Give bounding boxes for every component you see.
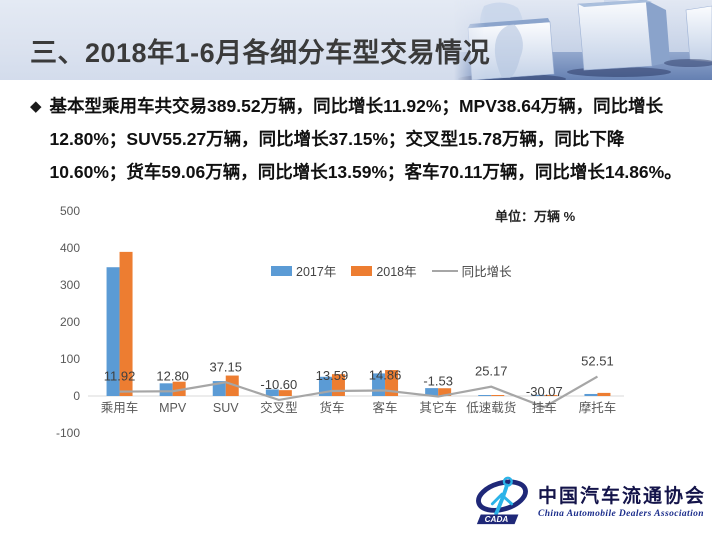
- bar-2018年-交叉型: [278, 390, 292, 396]
- cada-emblem-icon: CADA: [476, 476, 528, 524]
- growth-line: [119, 375, 598, 409]
- category-label-摩托车: 摩托车: [579, 400, 617, 415]
- legend-item-2017年: 2017年: [271, 261, 336, 280]
- bar-2018年-摩托车: [597, 392, 611, 396]
- legend-item-同比增长: 同比增长: [431, 261, 512, 280]
- y-tick-label: 0: [73, 389, 80, 403]
- bar-2017年-挂车: [531, 394, 545, 396]
- diamond-bullet-icon: ◆: [30, 98, 42, 115]
- category-label-乘用车: 乘用车: [101, 400, 139, 415]
- chart-area: 500 400 300 200 100 0 -100 11.92 12.80 37.15 -10.6…: [0, 195, 712, 445]
- bar-2018年-MPV: [172, 381, 186, 396]
- category-label-客车: 客车: [373, 400, 398, 415]
- growth-data-label: 14.86: [369, 368, 402, 383]
- legend-swatch-icon: [271, 265, 292, 276]
- bar-2018年-挂车: [544, 395, 558, 396]
- logo-en-text: China Automobile Dealers Association: [537, 509, 704, 519]
- summary-text: 基本型乘用车共交易389.52万辆，同比增长11.92%；MPV38.64万辆，…: [49, 96, 682, 182]
- bar-2018年-其它车: [438, 388, 452, 396]
- legend-swatch-icon: [431, 269, 458, 272]
- bar-2017年-摩托车: [584, 393, 598, 396]
- category-label-交叉型: 交叉型: [260, 400, 298, 415]
- cada-logo: CADA 中国汽车流通协会 China Automobile Dealers A…: [473, 474, 706, 526]
- bar-2017年-其它车: [425, 388, 439, 396]
- y-tick-label: 200: [60, 315, 80, 329]
- chart-legend: 2017年 2018年 同比增长: [271, 261, 512, 280]
- growth-data-label: 52.51: [581, 354, 614, 369]
- legend-item-2018年: 2018年: [351, 261, 417, 280]
- summary-note: ◆ 基本型乘用车共交易389.52万辆，同比增长11.92%；MPV38.64万…: [30, 90, 690, 189]
- growth-data-label: -10.60: [260, 377, 297, 392]
- legend-label: 2018年: [376, 265, 417, 279]
- y-tick-label: 500: [60, 204, 80, 218]
- bar-2018年-低速载货: [491, 395, 505, 396]
- combo-chart: 500 400 300 200 100 0 -100 11.92 12.80 37.15 -10.6…: [56, 204, 624, 440]
- bar-2018年-客车: [385, 370, 399, 396]
- y-tick-label: 300: [60, 278, 80, 292]
- bar-2017年-乘用车: [106, 267, 120, 396]
- category-label-SUV: SUV: [213, 401, 239, 415]
- growth-data-label: 25.17: [475, 364, 508, 379]
- category-label-其它车: 其它车: [419, 400, 457, 415]
- growth-data-label: -1.53: [423, 374, 453, 389]
- category-label-MPV: MPV: [159, 401, 187, 415]
- slide-header: 三、2018年1-6月各细分车型交易情况: [0, 0, 712, 80]
- category-label-货车: 货车: [319, 400, 344, 415]
- legend-swatch-icon: [351, 265, 373, 276]
- page-title: 三、2018年1-6月各细分车型交易情况: [30, 38, 491, 68]
- decorative-cubes-graphic: [454, 0, 712, 80]
- chart-unit-label: 单位：万辆 %: [495, 209, 576, 224]
- growth-data-label: -30.07: [526, 384, 563, 399]
- cada-badge-text: CADA: [485, 515, 509, 524]
- growth-data-label: 12.80: [156, 368, 189, 383]
- bar-2017年-低速载货: [478, 395, 492, 396]
- category-label-挂车: 挂车: [532, 400, 557, 415]
- category-label-低速载货: 低速载货: [466, 400, 516, 415]
- logo-cn-text: 中国汽车流通协会: [537, 486, 706, 507]
- bar-2017年-MPV: [159, 383, 173, 396]
- bar-2017年-交叉型: [265, 389, 279, 396]
- legend-label: 2017年: [296, 265, 337, 279]
- growth-data-label: 11.92: [104, 369, 136, 384]
- growth-data-label: 13.59: [316, 368, 349, 383]
- y-tick-label: 100: [60, 352, 80, 366]
- growth-data-label: 37.15: [209, 359, 242, 374]
- legend-label: 同比增长: [461, 265, 512, 279]
- bar-2018年-乘用车: [119, 251, 133, 396]
- bar-2018年-SUV: [225, 375, 239, 396]
- y-tick-label: -100: [56, 426, 80, 440]
- y-tick-label: 400: [60, 241, 80, 255]
